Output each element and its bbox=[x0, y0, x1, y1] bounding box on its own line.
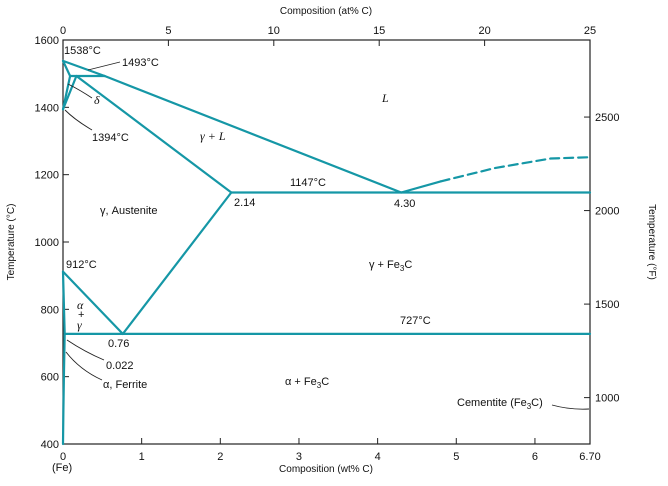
curve-liquidus-cementite-est bbox=[439, 156, 592, 183]
annotation-430: 4.30 bbox=[394, 198, 415, 210]
annotation-076: 0.76 bbox=[108, 338, 129, 350]
fe-origin-label: (Fe) bbox=[52, 462, 72, 474]
annotation-1147: 1147°C bbox=[290, 177, 326, 189]
right-tick-label: 1500 bbox=[595, 299, 619, 311]
curve-alpha-solvus bbox=[61, 332, 66, 446]
leader-1394 bbox=[64, 109, 93, 131]
left-tick-label: 1400 bbox=[35, 102, 59, 114]
bottom-tick-label: 2 bbox=[217, 451, 223, 463]
curve-acm bbox=[121, 191, 233, 335]
region-gamma-liquid: γ + L bbox=[200, 129, 226, 143]
leader-delta bbox=[67, 83, 93, 99]
top-tick-label: 15 bbox=[373, 25, 385, 37]
left-tick-label: 800 bbox=[41, 304, 59, 316]
leader-cementite bbox=[551, 404, 590, 410]
right-tick-label: 2500 bbox=[595, 112, 619, 124]
curve-solidus-delta bbox=[61, 59, 72, 78]
region-delta: δ bbox=[94, 93, 100, 107]
annotation-912: 912°C bbox=[66, 259, 97, 271]
region-alpha-plus: + bbox=[78, 309, 84, 321]
left-tick-label: 1600 bbox=[35, 35, 59, 47]
region-ferrite: α, Ferrite bbox=[103, 379, 147, 391]
annotation-727: 727°C bbox=[400, 315, 431, 327]
region-austenite: γ, Austenite bbox=[100, 205, 157, 217]
annotation-1538: 1538°C bbox=[64, 45, 101, 57]
top-tick-label: 0 bbox=[60, 25, 66, 37]
left-axis-title: Temperature (°C) bbox=[6, 204, 17, 281]
left-tick-label: 1000 bbox=[35, 237, 59, 249]
axis-ticks: 0 1 2 3 4 5 6 6.70 0 5 10 15 20 25 400 600 800 1000 1200 14… bbox=[35, 25, 620, 463]
leader-1493 bbox=[87, 61, 121, 71]
curve-liquidus-cementite bbox=[400, 180, 442, 194]
bottom-tick-label: 6.70 bbox=[579, 451, 600, 463]
bottom-tick-label: 0 bbox=[60, 451, 66, 463]
top-tick-label: 10 bbox=[268, 25, 280, 37]
left-tick-label: 1200 bbox=[35, 170, 59, 182]
right-axis-title: Temperature (°F) bbox=[646, 204, 657, 280]
bottom-tick-label: 6 bbox=[532, 451, 538, 463]
left-tick-label: 400 bbox=[41, 439, 59, 451]
annotation-214: 2.14 bbox=[234, 197, 255, 209]
right-tick-label: 2000 bbox=[595, 206, 619, 218]
region-alpha-gamma: γ bbox=[77, 318, 82, 332]
annotation-1493: 1493°C bbox=[122, 57, 159, 69]
bottom-tick-label: 3 bbox=[296, 451, 302, 463]
right-tick-label: 1000 bbox=[595, 393, 619, 405]
curve-solidus-gamma bbox=[75, 74, 233, 194]
bottom-tick-label: 4 bbox=[375, 451, 381, 463]
top-tick-label: 25 bbox=[584, 25, 596, 37]
annotation-1394: 1394°C bbox=[92, 132, 129, 144]
bottom-tick-label: 5 bbox=[453, 451, 459, 463]
leader-0022 bbox=[66, 339, 105, 361]
left-tick-label: 600 bbox=[41, 372, 59, 384]
annotation-0022: 0.022 bbox=[106, 360, 134, 372]
top-axis-title: Composition (at% C) bbox=[280, 6, 372, 17]
curve-delta-gamma-upper bbox=[61, 74, 78, 111]
curve-alpha-gamma bbox=[61, 270, 66, 335]
curve-liquidus-delta bbox=[61, 59, 106, 78]
region-liquid: L bbox=[381, 91, 389, 105]
bottom-tick-label: 1 bbox=[139, 451, 145, 463]
region-cementite: Cementite (Fe3C) bbox=[457, 397, 543, 411]
phase-boundaries bbox=[61, 59, 592, 446]
region-alpha-fe3c: α + Fe3C bbox=[285, 376, 329, 390]
top-tick-label: 20 bbox=[478, 25, 490, 37]
leader-ferrite bbox=[65, 351, 103, 381]
region-gamma-fe3c: γ + Fe3C bbox=[369, 259, 412, 273]
region-alpha-top: α bbox=[77, 298, 84, 312]
curve-liquidus-gamma bbox=[103, 74, 403, 194]
top-tick-label: 5 bbox=[165, 25, 171, 37]
bottom-axis-title: Composition (wt% C) bbox=[279, 464, 373, 475]
leader-lines bbox=[64, 61, 590, 410]
curve-a3 bbox=[61, 270, 124, 335]
